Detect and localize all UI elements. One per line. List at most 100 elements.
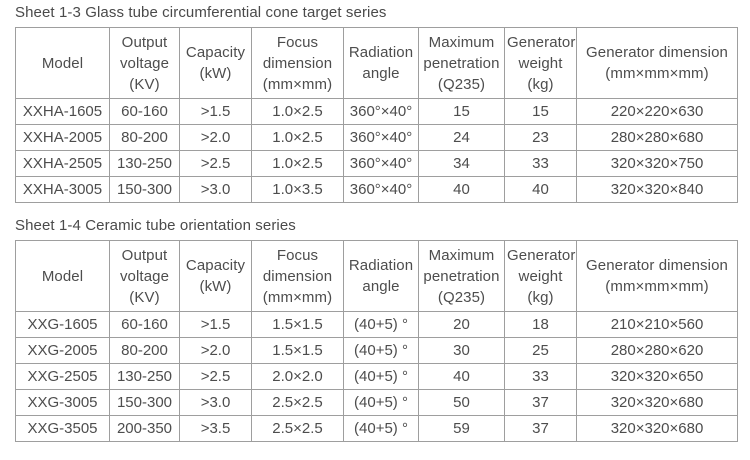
table-body: XXHA-1605 60-160 >1.5 1.0×2.5 360°×40° 15 15 22… [15,98,738,203]
table-cell: 360°×40° [343,98,419,125]
table-cell: 18 [504,311,577,338]
column-header: Radiation angle [343,27,419,99]
table-cell: 34 [418,150,505,177]
table-cell: 1.0×2.5 [251,124,344,151]
table-cell: 1.0×2.5 [251,150,344,177]
table-cell: >3.5 [179,415,252,442]
table-cell: >1.5 [179,311,252,338]
table-row: XXHA-1605 60-160 >1.5 1.0×2.5 360°×40° 15 15 22… [15,98,738,125]
table-row: XXG-2505 130-250 >2.5 2.0×2.0 (40+5) ° 40 33 32… [15,363,738,390]
table-cell: 1.5×1.5 [251,311,344,338]
table-cell: 25 [504,337,577,364]
table-cell: XXG-1605 [15,311,110,338]
table-cell: 20 [418,311,505,338]
table-cell: 130-250 [109,363,180,390]
table-row: XXG-3505 200-350 >3.5 2.5×2.5 (40+5) ° 59 37 32… [15,415,738,442]
table-cell: 15 [504,98,577,125]
page: Sheet 1-3 Glass tube circumferential con… [15,3,750,442]
ceramic-tube-spec-table: Model Output voltage (KV) Capacity (kW) Foc… [15,240,738,442]
table-cell: XXG-2505 [15,363,110,390]
table-cell: XXHA-2505 [15,150,110,177]
table-cell: 1.5×1.5 [251,337,344,364]
table-cell: (40+5) ° [343,337,419,364]
table-body: XXG-1605 60-160 >1.5 1.5×1.5 (40+5) ° 20 18 210… [15,311,738,442]
table-cell: 360°×40° [343,124,419,151]
header-row: Model Output voltage (KV) Capacity (kW) Foc… [15,27,738,99]
table-cell: 200-350 [109,415,180,442]
table-cell: 80-200 [109,124,180,151]
column-header: Generator dimension (mm×mm×mm) [576,240,738,312]
table-cell: 320×320×840 [576,176,738,203]
table-cell: (40+5) ° [343,415,419,442]
table-cell: >2.0 [179,124,252,151]
column-header: Maximum penetration (Q235) [418,240,505,312]
table-cell: 50 [418,389,505,416]
table-cell: >2.5 [179,150,252,177]
column-header: Generator weight (kg) [504,240,577,312]
table-row: XXG-1605 60-160 >1.5 1.5×1.5 (40+5) ° 20 18 210… [15,311,738,338]
column-header: Output voltage (KV) [109,27,180,99]
sheet-1-3-title: Sheet 1-3 Glass tube circumferential con… [15,4,387,21]
table-cell: >2.5 [179,363,252,390]
table-cell: XXHA-2005 [15,124,110,151]
table-cell: 60-160 [109,311,180,338]
table-cell: XXG-3505 [15,415,110,442]
table-cell: XXG-3005 [15,389,110,416]
column-header: Model [15,27,110,99]
table-cell: 130-250 [109,150,180,177]
table-cell: 59 [418,415,505,442]
table-cell: >3.0 [179,389,252,416]
column-header: Focus dimension (mm×mm) [251,240,344,312]
table-cell: 320×320×650 [576,363,738,390]
table-cell: 40 [418,363,505,390]
table-cell: 24 [418,124,505,151]
table-cell: 1.0×2.5 [251,98,344,125]
table-cell: 60-160 [109,98,180,125]
table-cell: 320×320×680 [576,389,738,416]
table-cell: 80-200 [109,337,180,364]
table-cell: (40+5) ° [343,389,419,416]
table-row: XXG-2005 80-200 >2.0 1.5×1.5 (40+5) ° 30 25 280… [15,337,738,364]
table-cell: XXHA-1605 [15,98,110,125]
column-header: Generator weight (kg) [504,27,577,99]
table-cell: (40+5) ° [343,363,419,390]
table-cell: 30 [418,337,505,364]
table-cell: 360°×40° [343,176,419,203]
table-cell: 37 [504,389,577,416]
table-cell: (40+5) ° [343,311,419,338]
table-row: XXHA-2005 80-200 >2.0 1.0×2.5 360°×40° 24 23 28… [15,124,738,151]
column-header: Generator dimension (mm×mm×mm) [576,27,738,99]
glass-tube-spec-table: Model Output voltage (KV) Capacity (kW) Foc… [15,27,738,203]
table-cell: 150-300 [109,389,180,416]
table-cell: >2.0 [179,337,252,364]
column-header: Maximum penetration (Q235) [418,27,505,99]
table-row: XXHA-3005 150-300 >3.0 1.0×3.5 360°×40° 40 40 3… [15,176,738,203]
table-cell: 33 [504,363,577,390]
sheet-1-3-section: Sheet 1-3 Glass tube circumferential con… [15,3,750,203]
column-header: Capacity (kW) [179,240,252,312]
table-cell: XXHA-3005 [15,176,110,203]
table-cell: 1.0×3.5 [251,176,344,203]
table-cell: 2.0×2.0 [251,363,344,390]
sheet-1-4-section: Sheet 1-4 Ceramic tube orientation serie… [15,216,750,442]
table-row: XXHA-2505 130-250 >2.5 1.0×2.5 360°×40° 34 33 3… [15,150,738,177]
table-cell: 360°×40° [343,150,419,177]
table-cell: 40 [504,176,577,203]
table-cell: 150-300 [109,176,180,203]
column-header: Focus dimension (mm×mm) [251,27,344,99]
table-cell: 2.5×2.5 [251,389,344,416]
table-cell: 210×210×560 [576,311,738,338]
sheet-1-4-title: Sheet 1-4 Ceramic tube orientation serie… [15,217,296,234]
column-header: Model [15,240,110,312]
table-cell: 2.5×2.5 [251,415,344,442]
column-header: Capacity (kW) [179,27,252,99]
table-cell: 280×280×620 [576,337,738,364]
table-cell: >1.5 [179,98,252,125]
header-row: Model Output voltage (KV) Capacity (kW) Foc… [15,240,738,312]
table-cell: 320×320×680 [576,415,738,442]
table-row: XXG-3005 150-300 >3.0 2.5×2.5 (40+5) ° 50 37 32… [15,389,738,416]
column-header: Output voltage (KV) [109,240,180,312]
table-cell: 37 [504,415,577,442]
table-cell: 320×320×750 [576,150,738,177]
table-cell: 40 [418,176,505,203]
